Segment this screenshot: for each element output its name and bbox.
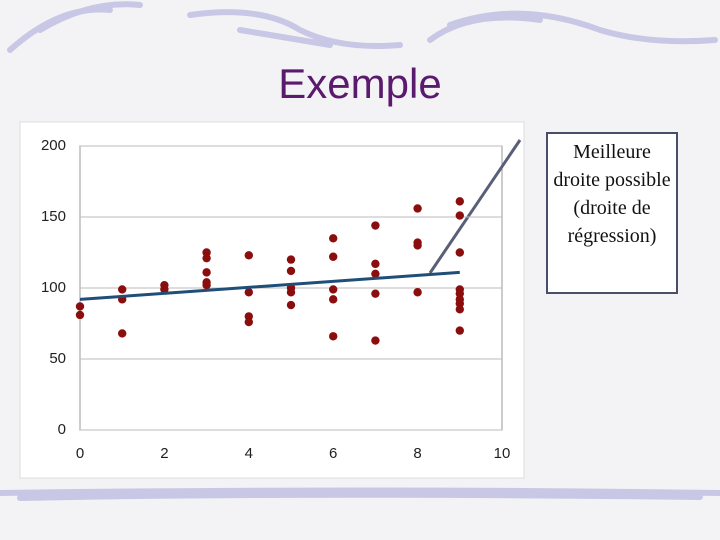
data-point xyxy=(371,269,380,278)
data-point xyxy=(455,211,464,220)
data-point xyxy=(455,326,464,335)
y-tick-label: 50 xyxy=(49,350,66,367)
annotation: Meilleure droite possible (droite de rég… xyxy=(546,132,678,294)
decoration xyxy=(0,1,720,501)
data-point xyxy=(455,305,464,314)
data-point xyxy=(75,302,85,311)
data-point xyxy=(244,251,253,260)
data-point xyxy=(329,234,338,243)
x-tick-label: 6 xyxy=(329,445,337,462)
data-point xyxy=(455,248,464,257)
slide-title: Exemple xyxy=(278,60,442,107)
y-tick-label: 100 xyxy=(41,279,66,296)
data-point xyxy=(413,241,422,250)
data-point xyxy=(413,288,422,297)
data-point xyxy=(286,266,296,276)
data-point xyxy=(286,255,296,264)
regression-line xyxy=(79,270,460,301)
data-point xyxy=(202,268,211,277)
data-point xyxy=(118,329,127,338)
x-tick-label: 2 xyxy=(160,445,168,462)
data-point xyxy=(371,259,380,269)
data-point xyxy=(160,285,169,294)
data-point xyxy=(371,221,380,230)
data-point xyxy=(413,204,422,213)
data-point xyxy=(329,332,338,341)
data-point xyxy=(371,336,380,345)
data-point xyxy=(286,288,296,297)
data-point xyxy=(244,288,253,297)
data-point xyxy=(202,253,211,263)
data-point xyxy=(75,310,85,320)
y-tick-label: 200 xyxy=(41,137,66,154)
data-point xyxy=(329,285,338,294)
data-point xyxy=(371,289,380,298)
annotation-pointer xyxy=(428,139,522,274)
data-point xyxy=(329,252,338,261)
data-point xyxy=(202,280,211,290)
y-tick-label: 150 xyxy=(41,208,66,225)
x-tick-label: 0 xyxy=(76,445,84,462)
data-point xyxy=(286,300,296,310)
x-tick-label: 10 xyxy=(494,445,511,462)
y-tick-label: 0 xyxy=(58,421,66,438)
x-tick-label: 8 xyxy=(413,445,421,462)
data-point xyxy=(118,285,127,294)
data-point xyxy=(244,317,253,327)
x-tick-label: 4 xyxy=(245,445,253,462)
chart-panel xyxy=(19,121,525,479)
data-point xyxy=(455,197,464,206)
data-point xyxy=(329,295,338,304)
